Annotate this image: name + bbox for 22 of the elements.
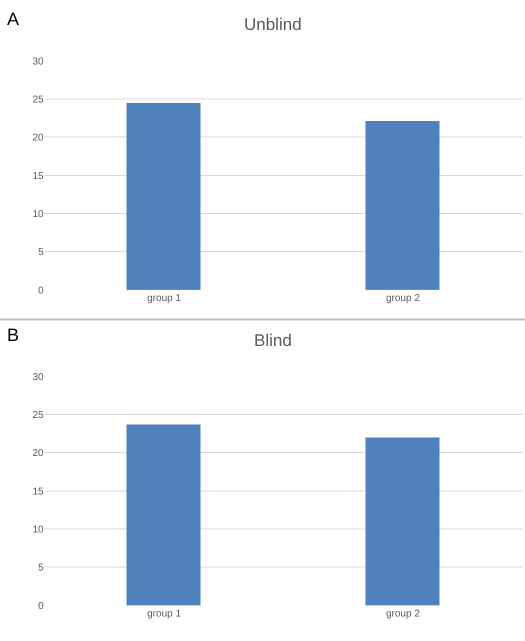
y-tick-label: 30 [32,56,44,68]
x-tick-label: group 2 [386,292,420,304]
y-tick-label: 20 [32,448,44,460]
y-tick-label: 0 [38,285,44,296]
text: A [7,9,20,29]
text: B [7,325,20,345]
chart-title: Unblind [244,15,302,34]
x-tick-label: group 2 [386,608,420,620]
y-tick-label: 15 [32,486,44,498]
y-tick-label: 15 [32,170,44,182]
y-tick-label: 5 [38,247,44,258]
y-tick-label: 30 [32,372,44,383]
y-tick-label: 10 [32,208,44,220]
y-tick-label: 10 [32,524,44,536]
y-tick-label: 0 [38,600,44,612]
x-tick-label: group 1 [147,608,182,620]
y-tick-label: 20 [32,132,44,144]
y-tick-label: 25 [32,94,44,106]
y-tick-label: 25 [32,410,44,421]
x-tick-label: group 1 [147,292,182,304]
y-tick-label: 5 [38,562,44,574]
chart-title: Blind [254,331,292,350]
